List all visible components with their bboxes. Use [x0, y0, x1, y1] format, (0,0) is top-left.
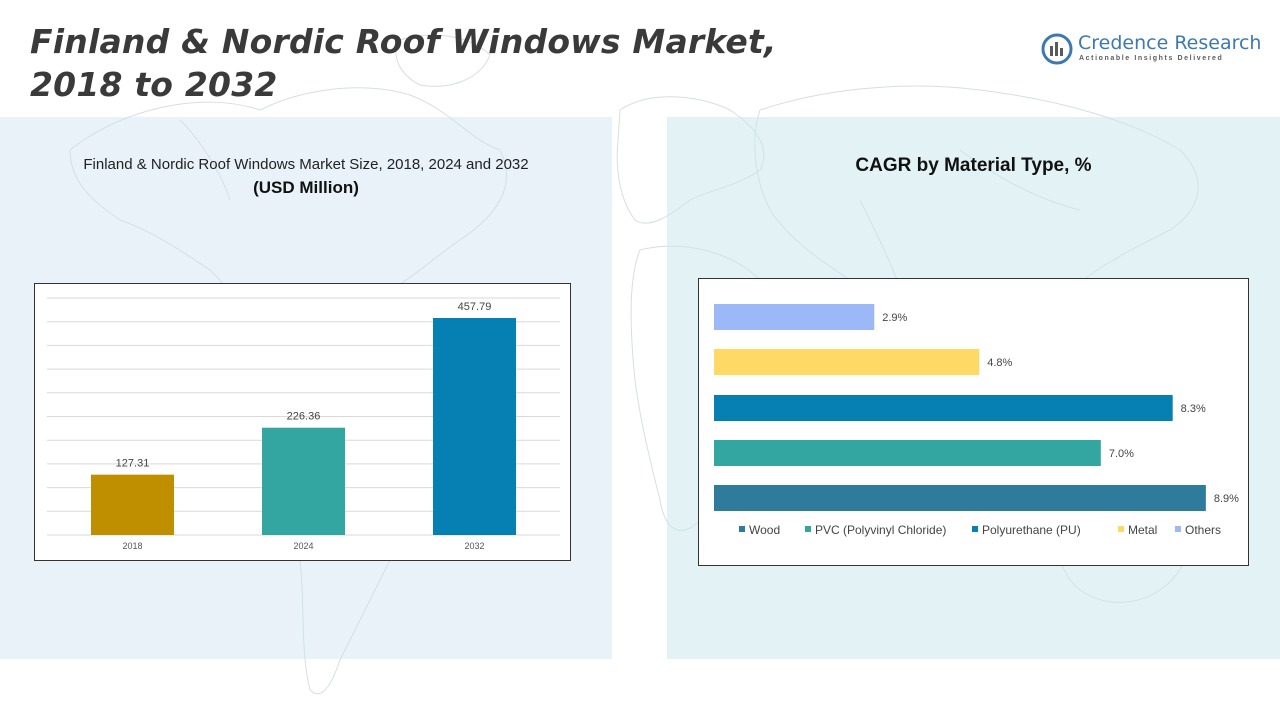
bar-chart-title: Finland & Nordic Roof Windows Market Siz… [83, 156, 529, 173]
hbar-0 [714, 485, 1206, 511]
hbar-data-label-0: 8.9% [1214, 493, 1239, 505]
legend-swatch-2 [972, 526, 978, 532]
hbar-data-label-1: 7.0% [1109, 448, 1134, 460]
legend-entry-3: Metal [1128, 523, 1157, 537]
legend-swatch-3 [1118, 526, 1124, 532]
market-size-chart-svg: 127.31 2018 226.36 2024 457.79 2032 [47, 297, 560, 551]
x-tick-2032: 2032 [464, 541, 484, 551]
legend-swatch-1 [805, 526, 811, 532]
hbar-chart-title: CAGR by Material Type, % [855, 155, 1092, 176]
bar-2018 [91, 474, 174, 535]
bar-2032 [433, 318, 516, 535]
data-label-2032: 457.79 [458, 301, 492, 313]
credence-logo: Credence Research Actionable Insights De… [1040, 30, 1262, 70]
market-size-chart: 127.31 2018 226.36 2024 457.79 2032 [34, 283, 571, 561]
cagr-chart: 8.9% 7.0% 8.3% 4.8% 2.9% Wood PVC (Polyvinyl C… [698, 278, 1249, 566]
hbar-3 [714, 349, 980, 375]
hbar-data-label-2: 8.3% [1181, 403, 1206, 415]
legend-entry-4: Others [1185, 523, 1221, 537]
hbar-2 [714, 395, 1173, 421]
x-tick-2024: 2024 [293, 541, 313, 551]
logo-name: Credence Research [1078, 32, 1262, 54]
hbar-1 [714, 440, 1101, 466]
page-title-line-2: 2018 to 2032 [30, 65, 278, 104]
data-label-2018: 127.31 [116, 458, 150, 470]
hbar-4 [714, 304, 875, 330]
page-title-line-1: Finland & Nordic Roof Windows Market, [30, 22, 777, 61]
page-title: Finland & Nordic Roof Windows Market, 20… [30, 20, 790, 106]
cagr-chart-svg: 8.9% 7.0% 8.3% 4.8% 2.9% Wood PVC (Polyvinyl C… [714, 304, 1239, 537]
hbar-data-label-3: 4.8% [987, 357, 1012, 369]
bar-2024 [262, 427, 345, 535]
bar-chart-subtitle: (USD Million) [253, 178, 359, 197]
data-label-2024: 226.36 [287, 411, 321, 423]
hbar-data-label-4: 2.9% [882, 312, 907, 324]
logo-tagline: Actionable Insights Delivered [1079, 55, 1224, 62]
legend-entry-1: PVC (Polyvinyl Chloride) [815, 523, 946, 537]
credence-logo-icon [1041, 33, 1073, 65]
legend-entry-2: Polyurethane (PU) [982, 523, 1081, 537]
legend-entry-0: Wood [749, 523, 780, 537]
legend-swatch-4 [1175, 526, 1181, 532]
x-tick-2018: 2018 [122, 541, 142, 551]
legend-swatch-0 [739, 526, 745, 532]
